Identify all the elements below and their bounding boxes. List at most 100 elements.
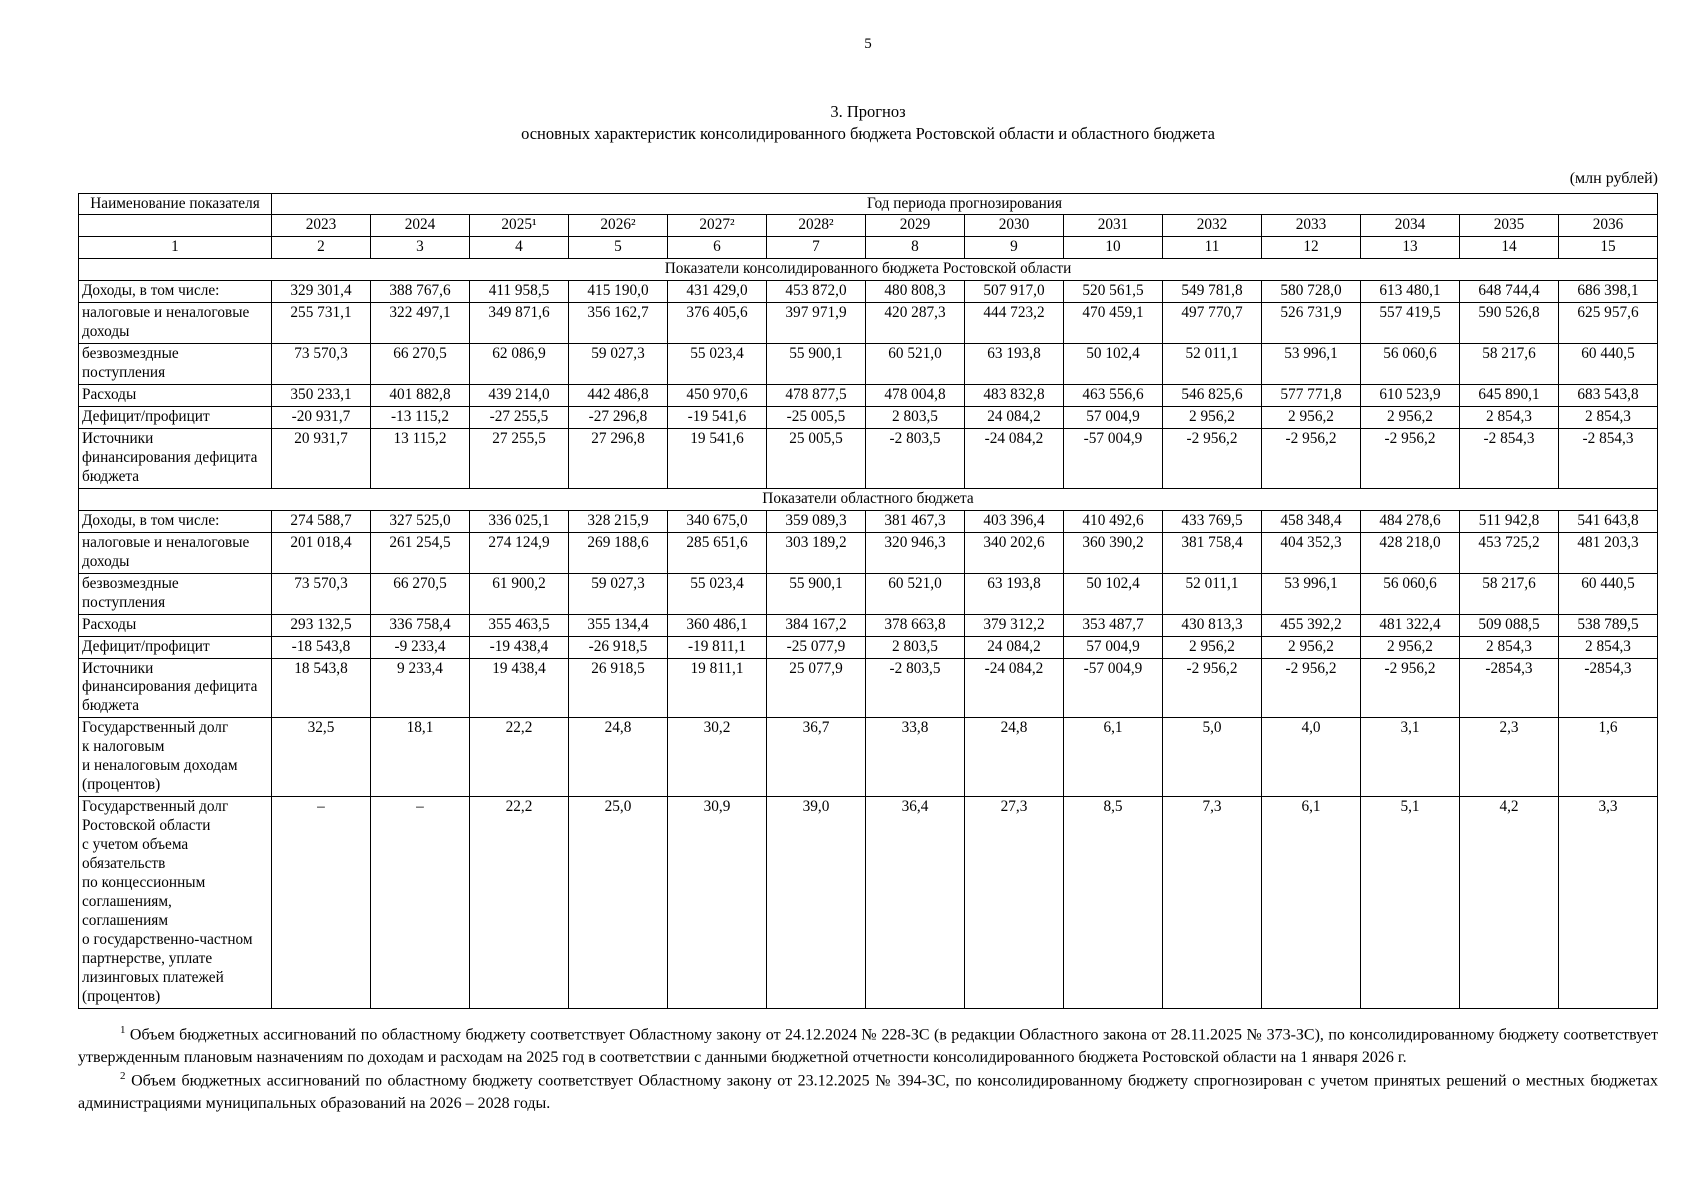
header-row: Наименование показателя Год периода прогн…	[78, 192, 1658, 216]
value-cell: 483 832,8	[964, 384, 1064, 408]
value-cell: 66 270,5	[370, 343, 470, 386]
budget-table: Наименование показателя Год периода прогн…	[78, 192, 1658, 1009]
value-cell: -57 004,9	[1063, 657, 1163, 719]
table-row: безвозмездные поступления 73 570,3 66 270,…	[78, 572, 1658, 615]
row-label: безвозмездные поступления	[78, 572, 272, 615]
row-label: Доходы, в том числе:	[78, 280, 272, 304]
value-cell: 32,5	[271, 717, 371, 798]
value-cell: 59 027,3	[568, 343, 668, 386]
value-cell: 6,1	[1063, 717, 1163, 798]
value-cell: 453 872,0	[766, 280, 866, 304]
value-cell: 453 725,2	[1459, 531, 1559, 574]
value-cell: 511 942,8	[1459, 509, 1559, 533]
table-row: Доходы, в том числе: 274 588,7 327 525,0 33…	[78, 509, 1658, 533]
column-number: 2	[271, 236, 371, 260]
value-cell: 73 570,3	[271, 343, 371, 386]
table-row: налоговые и неналоговые доходы 201 018,4 2…	[78, 531, 1658, 574]
value-cell: 410 492,6	[1063, 509, 1163, 533]
value-cell: -20 931,7	[271, 406, 371, 430]
value-cell: 590 526,8	[1459, 302, 1559, 345]
row-label: Расходы	[78, 384, 272, 408]
row-label: Дефицит/профицит	[78, 635, 272, 659]
value-cell: 39,0	[766, 796, 866, 1009]
value-cell: 24 084,2	[964, 406, 1064, 430]
value-cell: 19 438,4	[469, 657, 569, 719]
value-cell: 470 459,1	[1063, 302, 1163, 345]
value-cell: 18,1	[370, 717, 470, 798]
table-row: Расходы 293 132,5 336 758,4 355 463,5 355 13…	[78, 613, 1658, 637]
value-cell: 442 486,8	[568, 384, 668, 408]
value-cell: -2 956,2	[1360, 657, 1460, 719]
value-cell: –	[370, 796, 470, 1009]
year-header: 2035	[1459, 214, 1559, 238]
year-header: 2036	[1558, 214, 1658, 238]
value-cell: 57 004,9	[1063, 635, 1163, 659]
year-header: 2029	[865, 214, 965, 238]
row-label: Дефицит/профицит	[78, 406, 272, 430]
column-number: 3	[370, 236, 470, 260]
group-header: Год периода прогнозирования	[271, 192, 1658, 216]
value-cell: 62 086,9	[469, 343, 569, 386]
value-cell: 401 882,8	[370, 384, 470, 408]
value-cell: 19 541,6	[667, 428, 767, 489]
value-cell: 360 486,1	[667, 613, 767, 637]
value-cell: 73 570,3	[271, 572, 371, 615]
table-row: налоговые и неналоговые доходы 255 731,1 3…	[78, 302, 1658, 345]
value-cell: 480 808,3	[865, 280, 965, 304]
value-cell: 36,7	[766, 717, 866, 798]
year-header: 2026²	[568, 214, 668, 238]
value-cell: 3,1	[1360, 717, 1460, 798]
year-header: 2031	[1063, 214, 1163, 238]
value-cell: -24 084,2	[964, 657, 1064, 719]
value-cell: 274 124,9	[469, 531, 569, 574]
value-cell: 520 561,5	[1063, 280, 1163, 304]
years-row: 2023 2024 2025¹ 2026² 2027² 2028² 2029 2030 2031…	[78, 214, 1658, 238]
footnote-marker: 1	[120, 1023, 126, 1036]
value-cell: 340 675,0	[667, 509, 767, 533]
column-number: 4	[469, 236, 569, 260]
table-row: Государственный долг Ростовской области …	[78, 796, 1658, 1009]
value-cell: -24 084,2	[964, 428, 1064, 489]
value-cell: -2 956,2	[1261, 657, 1361, 719]
value-cell: 378 663,8	[865, 613, 965, 637]
value-cell: 57 004,9	[1063, 406, 1163, 430]
value-cell: 60 521,0	[865, 343, 965, 386]
table-row: безвозмездные поступления 73 570,3 66 270,…	[78, 343, 1658, 386]
value-cell: 381 467,3	[865, 509, 965, 533]
table-row: Дефицит/профицит -20 931,7 -13 115,2 -27 25…	[78, 406, 1658, 430]
value-cell: 379 312,2	[964, 613, 1064, 637]
year-header: 2023	[271, 214, 371, 238]
value-cell: 458 348,4	[1261, 509, 1361, 533]
value-cell: -2 956,2	[1162, 657, 1262, 719]
page-number: 5	[864, 36, 872, 52]
value-cell: 60 440,5	[1558, 343, 1658, 386]
value-cell: 497 770,7	[1162, 302, 1262, 345]
value-cell: 1,6	[1558, 717, 1658, 798]
value-cell: 5,0	[1162, 717, 1262, 798]
value-cell: 30,2	[667, 717, 767, 798]
value-cell: -2 803,5	[865, 657, 965, 719]
value-cell: 420 287,3	[865, 302, 965, 345]
value-cell: 327 525,0	[370, 509, 470, 533]
value-cell: 376 405,6	[667, 302, 767, 345]
value-cell: 56 060,6	[1360, 343, 1460, 386]
value-cell: 2 956,2	[1261, 406, 1361, 430]
value-cell: 293 132,5	[271, 613, 371, 637]
value-cell: 645 890,1	[1459, 384, 1559, 408]
value-cell: 415 190,0	[568, 280, 668, 304]
value-cell: 50 102,4	[1063, 572, 1163, 615]
value-cell: -2 803,5	[865, 428, 965, 489]
value-cell: 2 854,3	[1558, 635, 1658, 659]
value-cell: 27 296,8	[568, 428, 668, 489]
year-header: 2028²	[766, 214, 866, 238]
value-cell: 404 352,3	[1261, 531, 1361, 574]
value-cell: 549 781,8	[1162, 280, 1262, 304]
value-cell: 481 322,4	[1360, 613, 1460, 637]
value-cell: 9 233,4	[370, 657, 470, 719]
table-row: Источники финансирования дефицита бюджет…	[78, 657, 1658, 719]
value-cell: -2 956,2	[1261, 428, 1361, 489]
value-cell: 36,4	[865, 796, 965, 1009]
row-label: Государственный долг к налоговым и ненал…	[78, 717, 272, 798]
value-cell: 20 931,7	[271, 428, 371, 489]
section-title: Показатели консолидированного бюджета Ро…	[78, 258, 1658, 282]
